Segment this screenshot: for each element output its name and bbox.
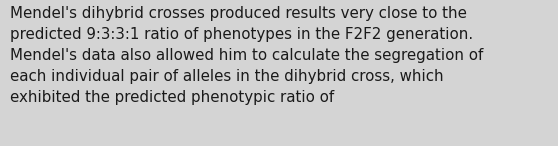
Text: Mendel's dihybrid crosses produced results very close to the
predicted 9:3:3:1 r: Mendel's dihybrid crosses produced resul… [10, 6, 483, 105]
